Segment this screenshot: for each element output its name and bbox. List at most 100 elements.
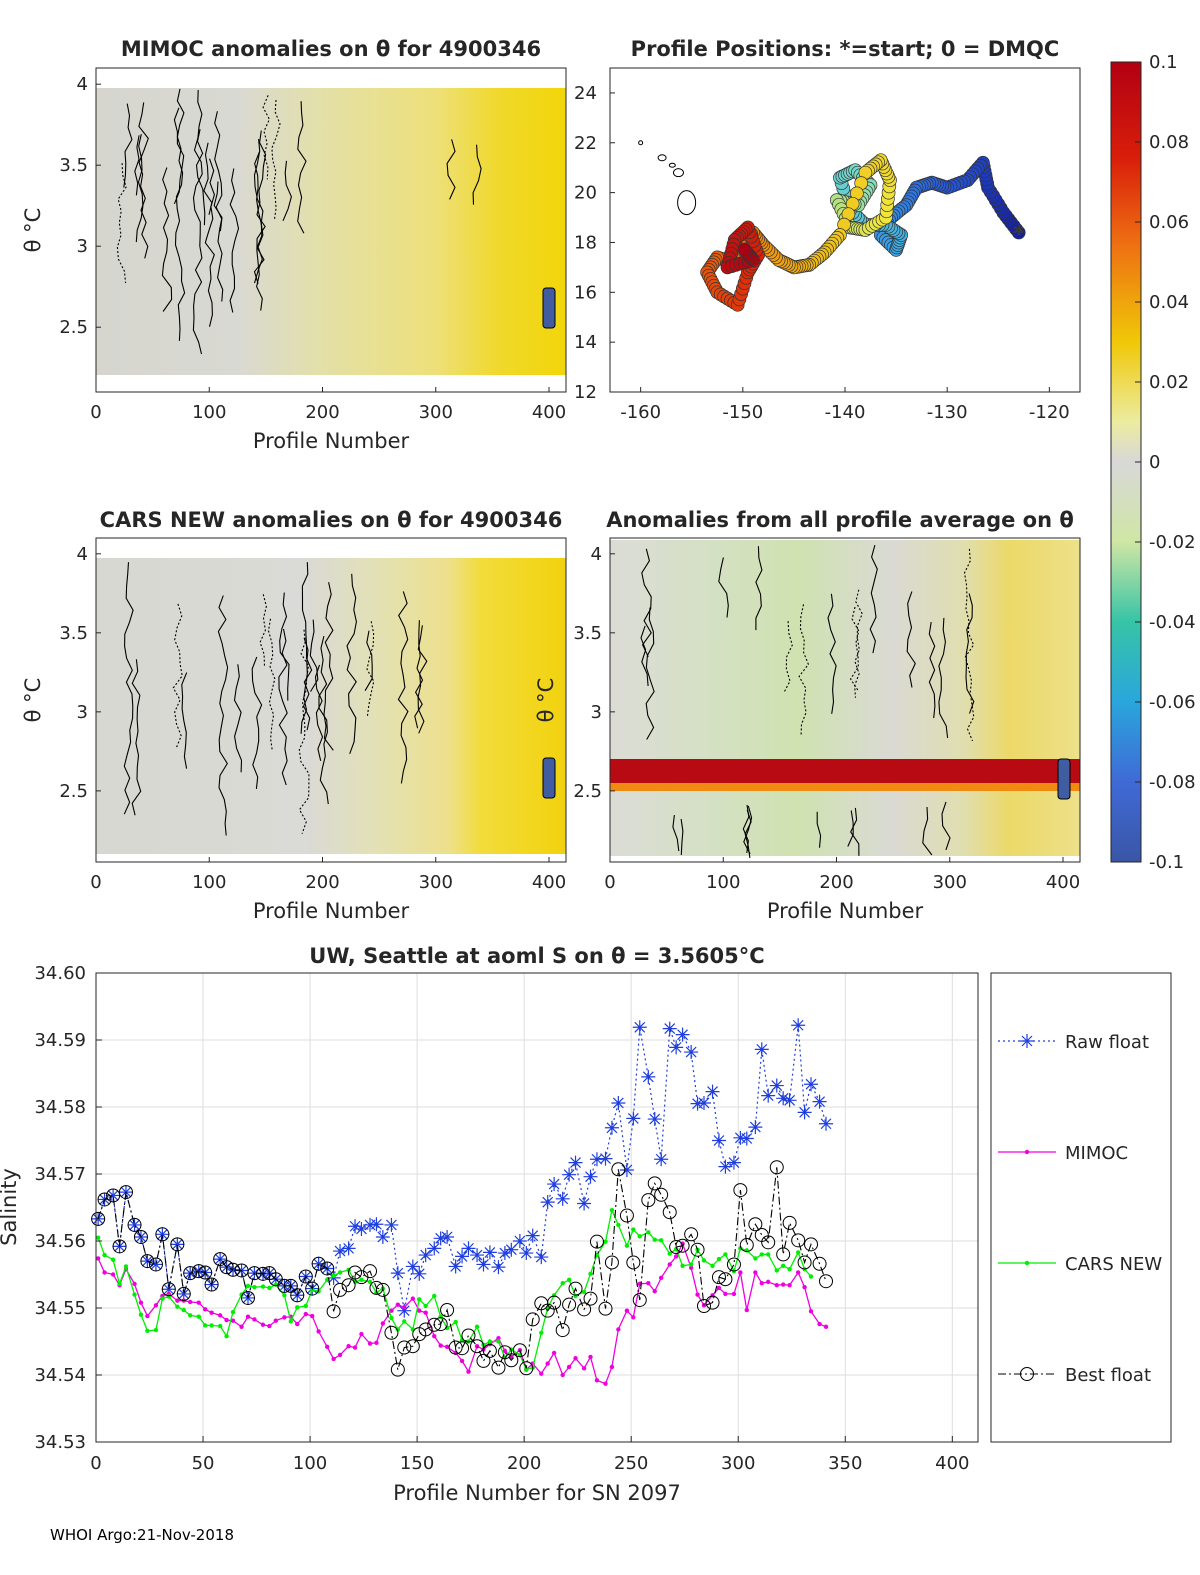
data-point-best-float xyxy=(619,1208,634,1223)
cars-contour xyxy=(279,592,290,701)
allavg-contours xyxy=(640,544,975,858)
data-point-cars-new xyxy=(123,1264,129,1269)
data-point-best-float xyxy=(782,1215,797,1230)
data-point-mimoc xyxy=(245,1314,251,1319)
data-point-best-float xyxy=(684,1227,699,1242)
data-point-best-float xyxy=(455,1341,470,1356)
data-point-raw-float xyxy=(348,1219,363,1234)
data-point-best-float xyxy=(433,1317,448,1332)
allavg-ytick-label: 3.5 xyxy=(573,623,602,644)
data-point-mimoc xyxy=(438,1343,443,1348)
data-point-raw-float xyxy=(754,1042,769,1057)
data-point-mimoc xyxy=(566,1364,572,1370)
data-point-raw-float xyxy=(461,1241,476,1256)
data-point-cars-new xyxy=(710,1263,715,1268)
data-point-raw-float xyxy=(405,1259,420,1274)
data-point-mimoc xyxy=(738,1270,743,1275)
data-point-best-float xyxy=(647,1176,662,1191)
data-point-best-float xyxy=(669,1240,684,1255)
data-point-raw-float xyxy=(684,1045,699,1060)
mimoc-contour xyxy=(161,167,173,312)
data-point-best-float xyxy=(791,1233,806,1248)
data-point-raw-float xyxy=(384,1217,399,1232)
data-point-cars-new xyxy=(637,1234,642,1239)
data-point-best-float xyxy=(91,1211,106,1226)
data-point-best-float xyxy=(769,1160,784,1175)
allavg-xtick-label: 300 xyxy=(933,872,967,893)
colorbar-tick-label: -0.06 xyxy=(1149,692,1196,713)
colorbar-tick-label: -0.1 xyxy=(1149,852,1184,873)
data-point-cars-new xyxy=(217,1323,223,1329)
data-point-best-float xyxy=(562,1297,577,1312)
data-point-cars-new xyxy=(138,1312,144,1317)
data-point-best-float xyxy=(519,1361,534,1376)
data-point-best-float xyxy=(204,1277,219,1292)
data-point-mimoc xyxy=(374,1340,379,1346)
data-point-mimoc xyxy=(631,1315,636,1320)
island-outline xyxy=(638,140,644,146)
data-point-best-float xyxy=(369,1280,384,1295)
data-point-raw-float xyxy=(705,1084,720,1099)
positions-ytick-label: 16 xyxy=(574,282,597,303)
mimoc-contour xyxy=(282,160,292,222)
data-point-cars-new xyxy=(310,1287,315,1293)
series-mimoc xyxy=(95,1241,829,1386)
cars-contour xyxy=(397,591,409,784)
data-point-mimoc xyxy=(609,1364,615,1370)
data-point-raw-float xyxy=(534,1250,549,1265)
positions-ytick-label: 24 xyxy=(574,83,597,104)
series-raw-float xyxy=(91,1018,834,1318)
data-point-raw-float xyxy=(555,1191,570,1206)
data-point-mimoc xyxy=(539,1371,544,1376)
salinity-legend-entries: Raw float MIMOC CARS NEW Best float xyxy=(998,1032,1162,1386)
data-point-cars-new xyxy=(282,1293,287,1298)
data-point-cars-new xyxy=(795,1250,801,1255)
colorbar: 0.1 0.08 0.06 0.04 0.02 0 -0.02 -0.04 -0.06 -0.08… xyxy=(1110,52,1196,873)
data-point-cars-new xyxy=(624,1243,630,1248)
data-point-raw-float xyxy=(397,1303,412,1318)
cars-xlabel: Profile Number xyxy=(253,899,410,923)
allavg-contour xyxy=(718,557,729,618)
cars-xtick-label: 300 xyxy=(419,872,453,893)
mimoc-contour xyxy=(204,158,215,327)
salinity-title: UW, Seattle at aoml S on θ = 3.5605°C xyxy=(309,944,764,968)
allavg-contour xyxy=(965,593,975,714)
data-point-mimoc xyxy=(646,1281,651,1286)
positions-ytick-label: 20 xyxy=(574,183,597,204)
mimoc-contours xyxy=(116,88,482,355)
mimoc-contour xyxy=(253,151,265,284)
data-point-mimoc xyxy=(95,1256,101,1261)
data-point-mimoc xyxy=(688,1265,694,1271)
data-point-cars-new xyxy=(588,1271,593,1277)
data-point-raw-float xyxy=(791,1018,806,1033)
salinity-ytick-label: 34.57 xyxy=(34,1164,86,1185)
cars-ytick-label: 4 xyxy=(77,544,88,565)
series-cars-new xyxy=(95,1207,814,1372)
cars-contour xyxy=(123,562,134,815)
allavg-contour xyxy=(963,548,975,742)
data-point-cars-new xyxy=(295,1305,300,1310)
data-point-mimoc xyxy=(695,1292,700,1297)
data-point-mimoc xyxy=(410,1296,416,1301)
data-point-mimoc xyxy=(774,1283,779,1288)
colorbar-ticks: 0.1 0.08 0.06 0.04 0.02 0 -0.02 -0.04 -0.06 -0.08… xyxy=(1135,52,1196,873)
data-point-cars-new xyxy=(701,1258,707,1263)
mimoc-field xyxy=(96,88,566,375)
data-point-raw-float xyxy=(733,1130,748,1145)
allavg-contour xyxy=(755,546,763,631)
data-point-mimoc xyxy=(417,1308,422,1313)
salinity-xtick-label: 50 xyxy=(192,1453,215,1474)
data-point-mimoc xyxy=(795,1270,801,1275)
data-point-raw-float xyxy=(675,1027,690,1042)
data-point-best-float xyxy=(726,1257,741,1272)
salinity-xtick-label: 100 xyxy=(293,1453,327,1474)
data-point-best-float xyxy=(512,1343,527,1358)
data-point-best-float xyxy=(718,1272,733,1287)
data-point-mimoc xyxy=(217,1313,223,1318)
data-point-raw-float xyxy=(433,1231,448,1246)
cars-ytick-label: 2.5 xyxy=(59,781,88,802)
data-point-raw-float xyxy=(390,1266,405,1281)
colorbar-tick-label: 0.1 xyxy=(1149,52,1178,73)
data-point-best-float xyxy=(161,1282,176,1297)
mimoc-contour xyxy=(174,88,186,341)
